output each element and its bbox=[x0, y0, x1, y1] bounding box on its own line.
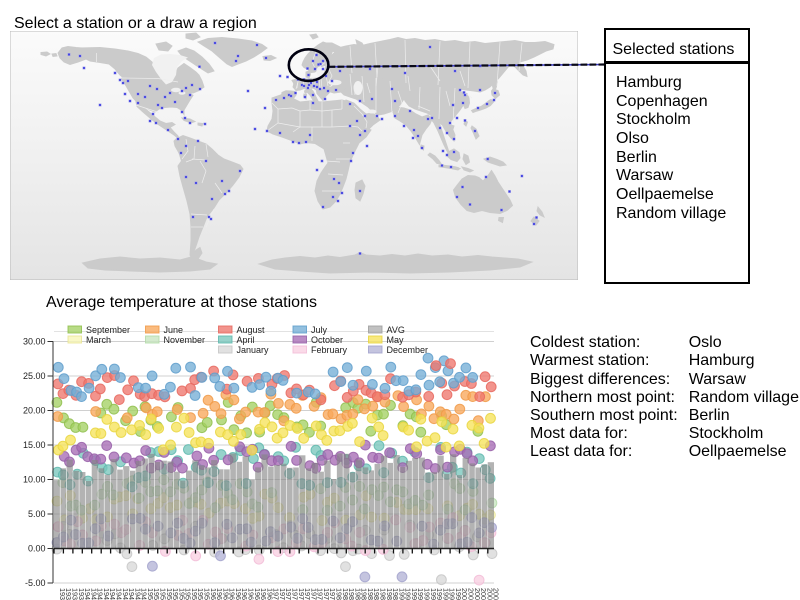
svg-text:1975: 1975 bbox=[303, 588, 312, 600]
svg-text:1954: 1954 bbox=[171, 588, 180, 600]
svg-text:1936: 1936 bbox=[58, 588, 67, 600]
svg-text:1972: 1972 bbox=[284, 588, 293, 600]
svg-text:October: October bbox=[311, 335, 343, 345]
svg-text:2002: 2002 bbox=[473, 588, 482, 600]
svg-text:1974: 1974 bbox=[297, 588, 306, 600]
svg-text:1978: 1978 bbox=[322, 588, 331, 600]
svg-text:1967: 1967 bbox=[253, 588, 262, 600]
svg-text:1943: 1943 bbox=[102, 588, 111, 600]
svg-text:1952: 1952 bbox=[159, 588, 168, 600]
svg-text:1953: 1953 bbox=[165, 588, 174, 600]
svg-text:1992: 1992 bbox=[410, 588, 419, 600]
svg-text:1960: 1960 bbox=[209, 588, 218, 600]
svg-text:April: April bbox=[237, 335, 255, 345]
svg-text:1940: 1940 bbox=[83, 588, 92, 600]
svg-text:30.00: 30.00 bbox=[23, 337, 46, 347]
svg-text:2000: 2000 bbox=[460, 588, 469, 600]
svg-text:1982: 1982 bbox=[347, 588, 356, 600]
svg-text:1996: 1996 bbox=[435, 588, 444, 600]
svg-text:1986: 1986 bbox=[372, 588, 381, 600]
svg-text:10.00: 10.00 bbox=[23, 475, 46, 485]
svg-text:1990: 1990 bbox=[397, 588, 406, 600]
svg-text:1945: 1945 bbox=[115, 588, 124, 600]
svg-text:1989: 1989 bbox=[391, 588, 400, 600]
svg-text:1977: 1977 bbox=[316, 588, 325, 600]
svg-text:1980: 1980 bbox=[335, 588, 344, 600]
svg-text:1961: 1961 bbox=[215, 588, 224, 600]
svg-text:1962: 1962 bbox=[221, 588, 230, 600]
svg-text:July: July bbox=[311, 325, 328, 335]
svg-text:1970: 1970 bbox=[272, 588, 281, 600]
svg-text:November: November bbox=[164, 335, 206, 345]
svg-text:May: May bbox=[387, 335, 405, 345]
svg-text:1939: 1939 bbox=[77, 588, 86, 600]
svg-text:1951: 1951 bbox=[152, 588, 161, 600]
svg-text:August: August bbox=[237, 325, 266, 335]
svg-text:-5.00: -5.00 bbox=[25, 578, 46, 588]
svg-text:1994: 1994 bbox=[423, 588, 432, 600]
svg-text:25.00: 25.00 bbox=[23, 371, 46, 381]
svg-text:1999: 1999 bbox=[454, 588, 463, 600]
svg-text:1946: 1946 bbox=[121, 588, 130, 600]
svg-text:1937: 1937 bbox=[64, 588, 73, 600]
svg-text:2001: 2001 bbox=[467, 588, 476, 600]
svg-text:March: March bbox=[86, 335, 111, 345]
svg-text:2004: 2004 bbox=[485, 588, 494, 600]
svg-text:September: September bbox=[86, 325, 130, 335]
svg-text:June: June bbox=[164, 325, 184, 335]
svg-text:1985: 1985 bbox=[366, 588, 375, 600]
svg-text:1938: 1938 bbox=[71, 588, 80, 600]
svg-text:1984: 1984 bbox=[360, 588, 369, 600]
svg-text:1981: 1981 bbox=[341, 588, 350, 600]
svg-text:January: January bbox=[237, 345, 270, 355]
svg-text:1959: 1959 bbox=[203, 588, 212, 600]
svg-text:1965: 1965 bbox=[240, 588, 249, 600]
svg-text:1983: 1983 bbox=[353, 588, 362, 600]
svg-text:1976: 1976 bbox=[309, 588, 318, 600]
svg-text:1998: 1998 bbox=[448, 588, 457, 600]
svg-text:1941: 1941 bbox=[89, 588, 98, 600]
svg-text:1973: 1973 bbox=[291, 588, 300, 600]
svg-text:1956: 1956 bbox=[184, 588, 193, 600]
svg-text:February: February bbox=[311, 345, 348, 355]
svg-text:1958: 1958 bbox=[196, 588, 205, 600]
svg-text:1966: 1966 bbox=[247, 588, 256, 600]
svg-text:5.00: 5.00 bbox=[28, 509, 46, 519]
svg-text:2005: 2005 bbox=[492, 588, 501, 600]
svg-text:2003: 2003 bbox=[479, 588, 488, 600]
svg-text:December: December bbox=[387, 345, 429, 355]
svg-text:15.00: 15.00 bbox=[23, 440, 46, 450]
svg-text:0.00: 0.00 bbox=[28, 544, 46, 554]
svg-text:1997: 1997 bbox=[441, 588, 450, 600]
svg-text:1948: 1948 bbox=[133, 588, 142, 600]
svg-text:1949: 1949 bbox=[140, 588, 149, 600]
svg-text:1963: 1963 bbox=[228, 588, 237, 600]
svg-text:1969: 1969 bbox=[265, 588, 274, 600]
svg-text:1955: 1955 bbox=[177, 588, 186, 600]
svg-text:1987: 1987 bbox=[379, 588, 388, 600]
svg-text:1971: 1971 bbox=[278, 588, 287, 600]
svg-text:1979: 1979 bbox=[328, 588, 337, 600]
svg-text:1957: 1957 bbox=[190, 588, 199, 600]
svg-text:1942: 1942 bbox=[96, 588, 105, 600]
svg-text:1964: 1964 bbox=[234, 588, 243, 600]
svg-text:1947: 1947 bbox=[127, 588, 136, 600]
svg-text:1950: 1950 bbox=[146, 588, 155, 600]
svg-text:1995: 1995 bbox=[429, 588, 438, 600]
svg-text:1991: 1991 bbox=[404, 588, 413, 600]
svg-text:1988: 1988 bbox=[385, 588, 394, 600]
svg-text:1944: 1944 bbox=[108, 588, 117, 600]
svg-text:1993: 1993 bbox=[416, 588, 425, 600]
svg-text:1968: 1968 bbox=[259, 588, 268, 600]
svg-text:20.00: 20.00 bbox=[23, 406, 46, 416]
svg-text:AVG: AVG bbox=[387, 325, 405, 335]
